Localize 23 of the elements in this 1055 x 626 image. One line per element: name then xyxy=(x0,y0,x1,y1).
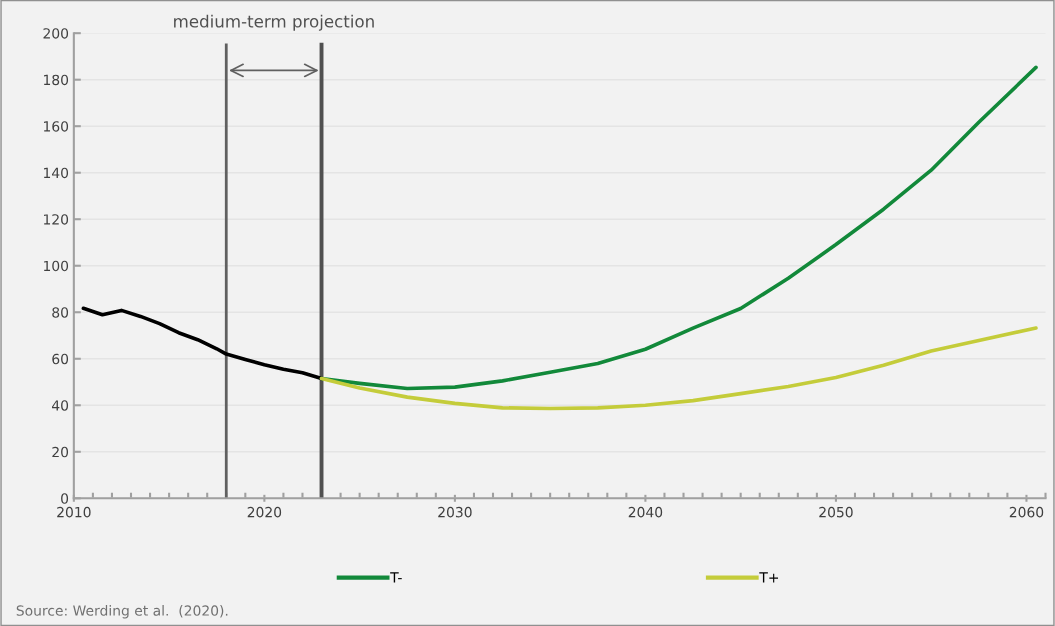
x-tick-label: 2030 xyxy=(438,506,472,518)
y-tick-label: 60 xyxy=(52,353,69,365)
y-tick-label: 20 xyxy=(52,446,69,458)
line-series xyxy=(81,306,324,381)
y-tick-label: 120 xyxy=(44,214,69,225)
y-tick-label: 140 xyxy=(44,167,69,179)
y-tick-label: 200 xyxy=(43,28,69,39)
y-tick-label: 0 xyxy=(61,493,69,504)
y-tick-label: 160 xyxy=(44,121,69,132)
y-tick-label: 40 xyxy=(51,400,69,411)
source-note: Source: Werding et al. (2020). xyxy=(16,605,228,619)
legend-label: T+ xyxy=(759,572,779,583)
x-tick-label: 2010 xyxy=(57,506,91,518)
x-tick-label: 2040 xyxy=(628,506,663,518)
legend-label: T- xyxy=(390,572,402,583)
text: medium-term projection xyxy=(174,14,374,31)
y-tick-label: 100 xyxy=(44,260,69,272)
y-tick-label: 80 xyxy=(52,307,69,318)
x-tick-label: 2020 xyxy=(247,506,282,518)
y-tick-label: 180 xyxy=(44,74,69,86)
x-tick-label: 2050 xyxy=(819,506,853,518)
x-tick-label: 2060 xyxy=(1009,506,1044,518)
line-series xyxy=(319,326,1038,411)
